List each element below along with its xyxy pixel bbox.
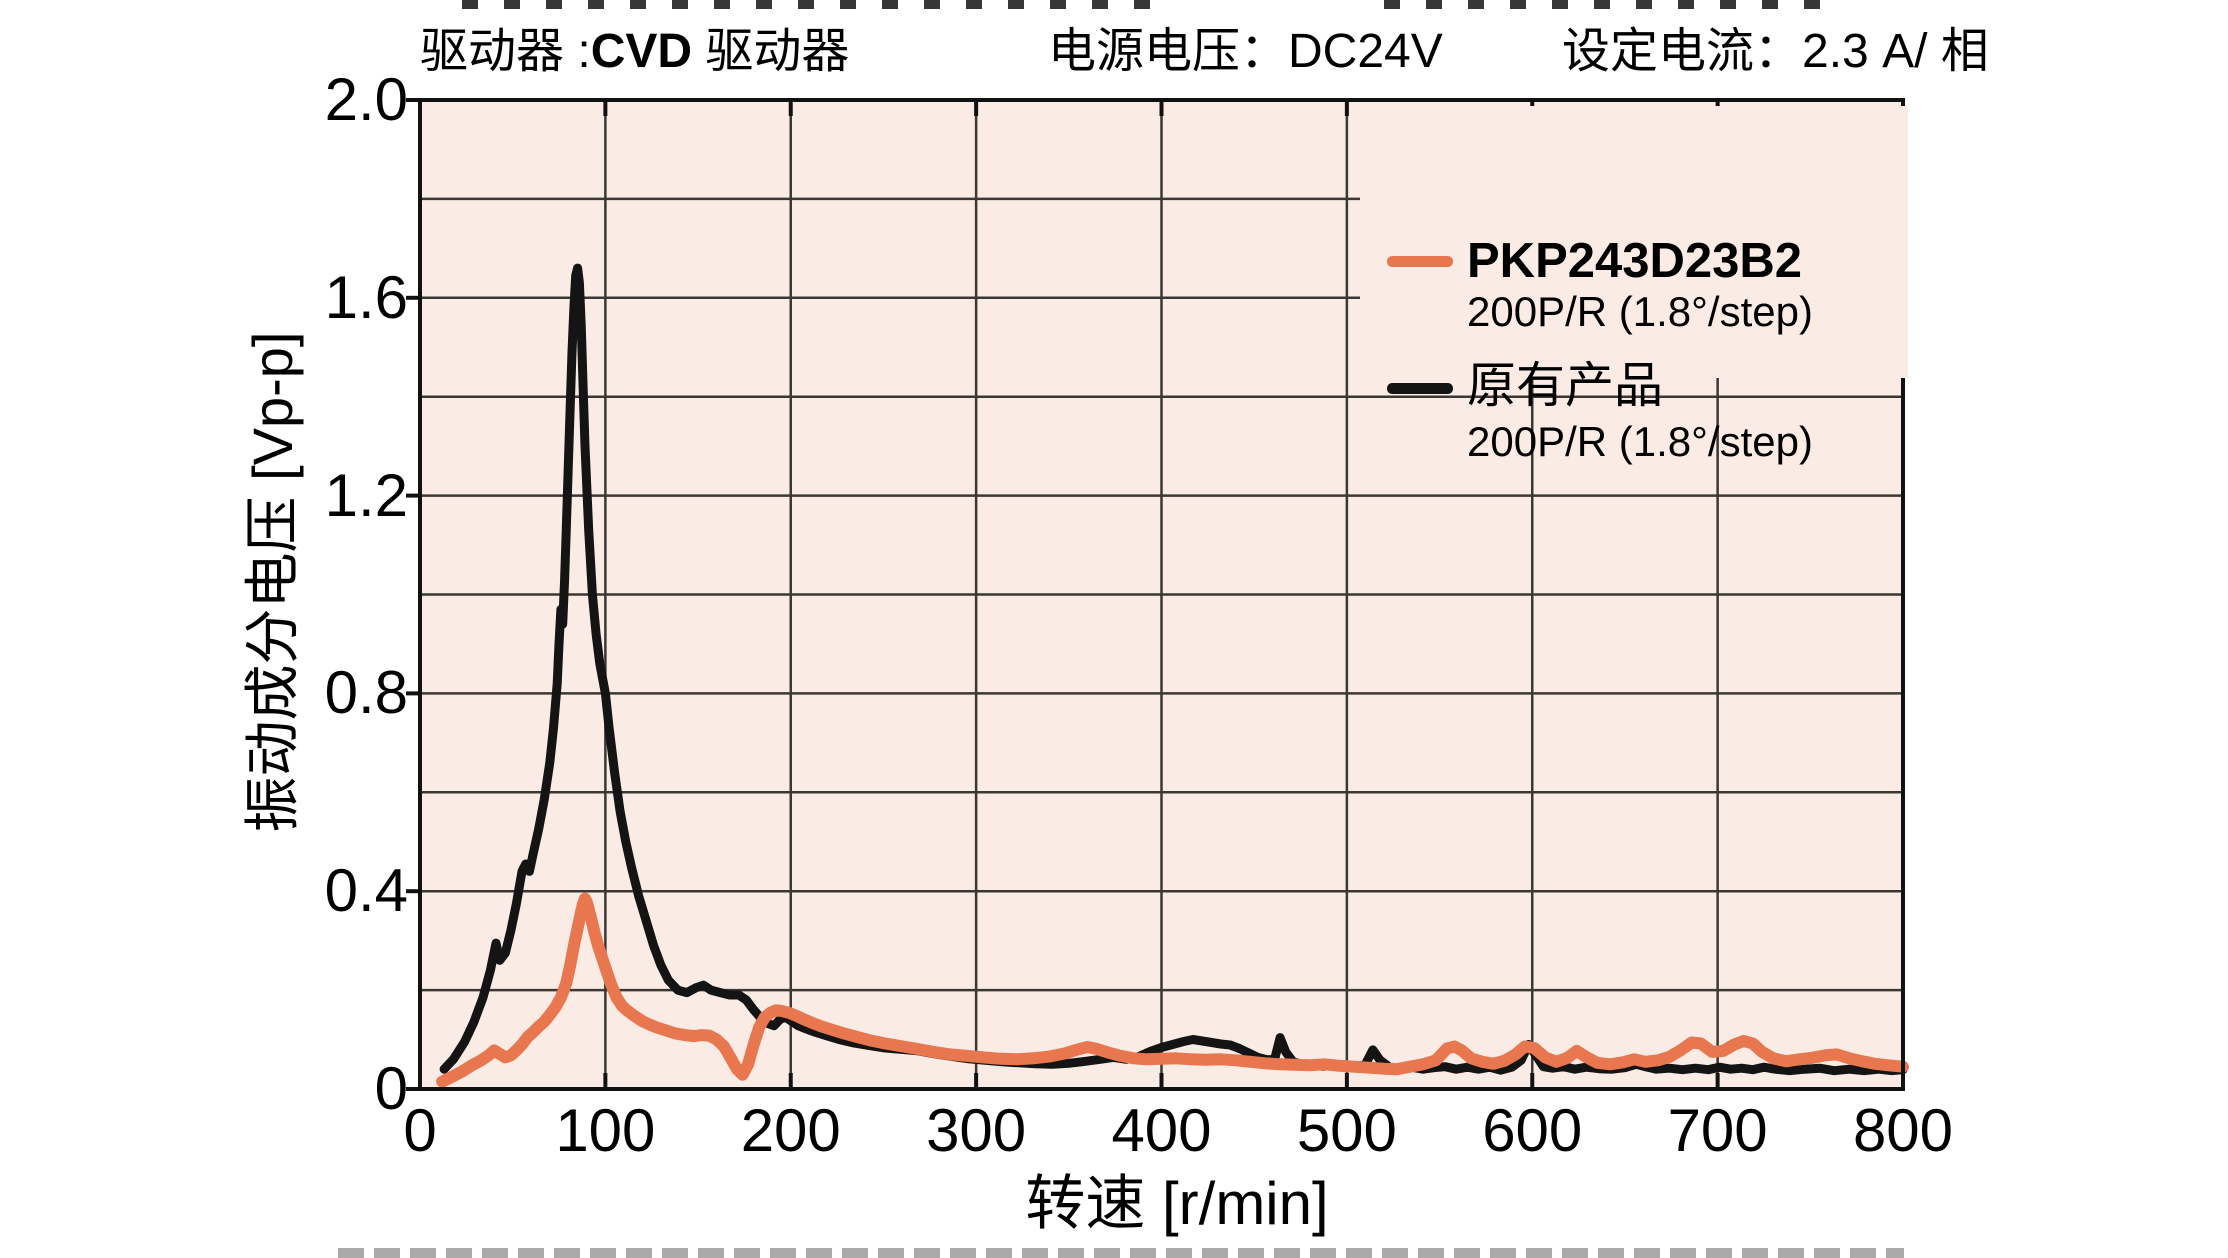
x-tick-label-0: 0 bbox=[403, 1097, 437, 1164]
header-supply-voltage: 电源电压：DC24V bbox=[1048, 25, 1443, 78]
header-set-current: 设定电流：2.3 A/ 相 bbox=[1562, 25, 1989, 78]
y-tick-label-0: 0 bbox=[374, 1055, 408, 1122]
x-tick-label-200: 200 bbox=[740, 1097, 841, 1164]
y-tick-label-1.6: 1.6 bbox=[324, 263, 408, 331]
legend-name-pkp: PKP243D23B2 bbox=[1467, 234, 1803, 288]
legend-name-old: 原有产品 bbox=[1467, 359, 1664, 413]
x-tick-label-300: 300 bbox=[926, 1097, 1027, 1164]
x-tick-label-600: 600 bbox=[1482, 1097, 1583, 1164]
x-axis-title: 转速 [r/min] bbox=[1025, 1170, 1329, 1237]
header-driver-model: CVD bbox=[590, 25, 693, 78]
legend-line-sample-pkp bbox=[1387, 256, 1453, 267]
y-axis-title: 振动成分电压 [Vp-p] bbox=[241, 331, 304, 833]
legend-subtitle-old: 200P/R (1.8°/step) bbox=[1467, 418, 1813, 465]
chart-legend: PKP243D23B2 200P/R (1.8°/step) 原有产品 200P… bbox=[1360, 106, 1908, 465]
header-driver-prefix: 驱动器 : bbox=[420, 25, 591, 78]
y-tick-label-1.2: 1.2 bbox=[324, 461, 408, 529]
y-tick-label-2.0: 2.0 bbox=[324, 66, 408, 133]
x-tick-label-800: 800 bbox=[1852, 1097, 1954, 1164]
y-tick-label-0.8: 0.8 bbox=[324, 659, 408, 727]
series-line-1 bbox=[436, 892, 1909, 1088]
legend-line-sample-old bbox=[1387, 383, 1453, 394]
x-tick-label-400: 400 bbox=[1111, 1097, 1212, 1164]
header-driver-suffix: 驱动器 bbox=[692, 25, 850, 78]
header-driver: 驱动器 :CVD 驱动器 bbox=[420, 22, 849, 82]
legend-subtitle-pkp: 200P/R (1.8°/step) bbox=[1467, 288, 1813, 335]
y-tick-label-0.4: 0.4 bbox=[324, 857, 408, 925]
x-tick-label-500: 500 bbox=[1296, 1097, 1397, 1164]
x-tick-label-100: 100 bbox=[555, 1097, 656, 1164]
x-tick-label-700: 700 bbox=[1667, 1097, 1768, 1164]
